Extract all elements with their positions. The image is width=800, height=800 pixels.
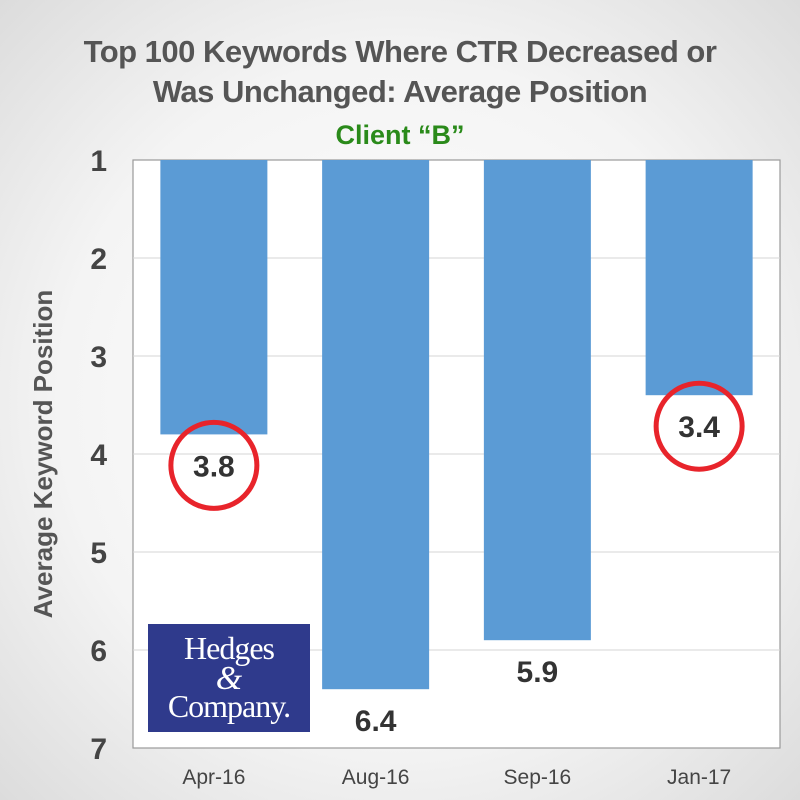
data-label: 5.9 <box>517 656 559 689</box>
bar <box>483 160 591 641</box>
data-label: 3.8 <box>193 450 235 483</box>
highlight-circle <box>168 419 260 511</box>
y-tick-label: 5 <box>90 537 107 570</box>
bar <box>645 160 753 396</box>
y-tick-label: 3 <box>90 341 107 374</box>
y-axis-label: Average Keyword Position <box>28 290 58 618</box>
chart-title: Top 100 Keywords Where CTR Decreased or … <box>0 32 800 112</box>
x-tick-label: Sep-16 <box>504 766 572 789</box>
data-label: 6.4 <box>355 705 397 738</box>
chart-title-line1: Top 100 Keywords Where CTR Decreased or <box>83 34 717 69</box>
y-tick-label: 4 <box>90 439 107 472</box>
y-tick-label: 6 <box>90 635 107 668</box>
chart-title-line2: Was Unchanged: Average Position <box>152 74 648 109</box>
bar <box>322 160 430 690</box>
data-label: 3.4 <box>678 411 720 444</box>
logo-line-2: & <box>215 660 243 697</box>
logo-line-1: Hedges <box>184 630 275 666</box>
bar <box>160 160 268 435</box>
logo-line-3: Company. <box>167 688 291 724</box>
x-tick-label: Apr-16 <box>182 766 245 789</box>
y-tick-label: 1 <box>90 145 107 178</box>
x-tick-label: Aug-16 <box>342 766 410 789</box>
y-tick-label: 7 <box>90 733 107 766</box>
y-tick-label: 2 <box>90 243 107 276</box>
x-tick-label: Jan-17 <box>667 766 731 789</box>
hedges-company-logo: Hedges & Company. <box>148 624 310 732</box>
chart-subtitle: Client “B” <box>335 120 465 150</box>
highlight-circle <box>653 380 745 472</box>
